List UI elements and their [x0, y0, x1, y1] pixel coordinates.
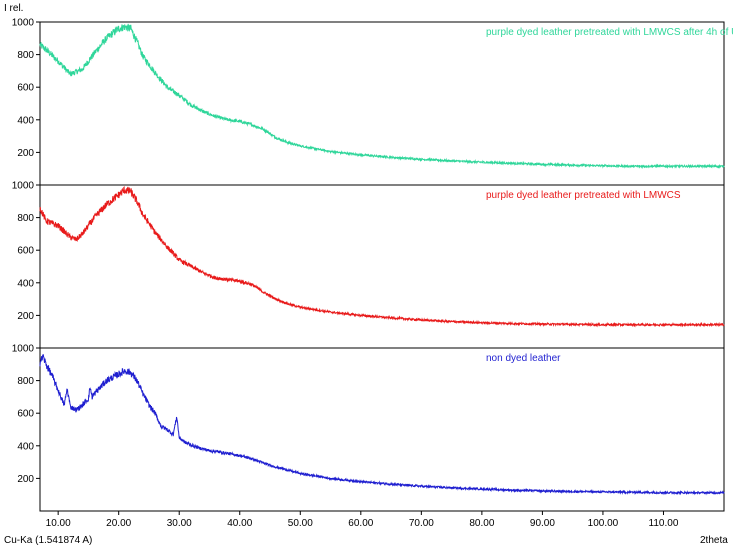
y-axis-title: I rel.: [4, 3, 23, 14]
x-tick-label: 40.00: [227, 518, 252, 529]
x-tick-label: 60.00: [348, 518, 373, 529]
legend-entry-2: purple dyed leather pretreated with LMWC…: [486, 190, 681, 201]
x-tick-label: 30.00: [167, 518, 192, 529]
y-tick-label: 1000: [12, 18, 35, 29]
y-tick-label: 600: [17, 246, 34, 257]
y-tick-label: 1000: [12, 181, 35, 192]
y-tick-label: 600: [17, 83, 34, 94]
plot-frame: [39, 21, 725, 512]
plot-border: [39, 21, 725, 512]
series-layer: purple dyed leather pretreated with LMWC…: [39, 23, 733, 496]
x-tick-label: 70.00: [409, 518, 434, 529]
x-axis: 10.00 20.00 30.00 40.00 50.00 60.00 70.00 80.00…: [46, 511, 679, 529]
radiation-source-label: Cu-Ka (1.541874 A): [4, 535, 92, 546]
y-tick-label: 400: [17, 441, 34, 452]
series-line-1: [39, 23, 725, 170]
x-tick-label: 20.00: [106, 518, 131, 529]
x-tick-label: 80.00: [469, 518, 494, 529]
x-axis-title: 2theta: [700, 535, 728, 546]
y-tick-label: 800: [17, 376, 34, 387]
legend-entry-3: non dyed leather: [486, 353, 561, 364]
y-tick-label: 1000: [12, 344, 35, 355]
x-tick-label: 50.00: [288, 518, 313, 529]
series-line-3: [39, 354, 725, 496]
y-tick-label: 200: [17, 148, 34, 159]
legend-entry-1: purple dyed leather pretreated with LMWC…: [486, 27, 733, 38]
y-tick-label: 200: [17, 474, 34, 485]
x-tick-label: 100.00: [588, 518, 619, 529]
y-tick-label: 800: [17, 50, 34, 61]
y-axis: 200 400 600 800 1000 200 400 600 800 1000 200 400 60…: [12, 18, 40, 485]
y-tick-label: 200: [17, 311, 34, 322]
x-tick-label: 90.00: [530, 518, 555, 529]
y-tick-label: 400: [17, 115, 34, 126]
x-tick-label: 110.00: [649, 518, 679, 529]
series-line-2: [39, 186, 725, 328]
y-tick-label: 600: [17, 409, 34, 420]
y-tick-label: 800: [17, 213, 34, 224]
y-tick-label: 400: [17, 278, 34, 289]
x-tick-label: 10.00: [46, 518, 71, 529]
